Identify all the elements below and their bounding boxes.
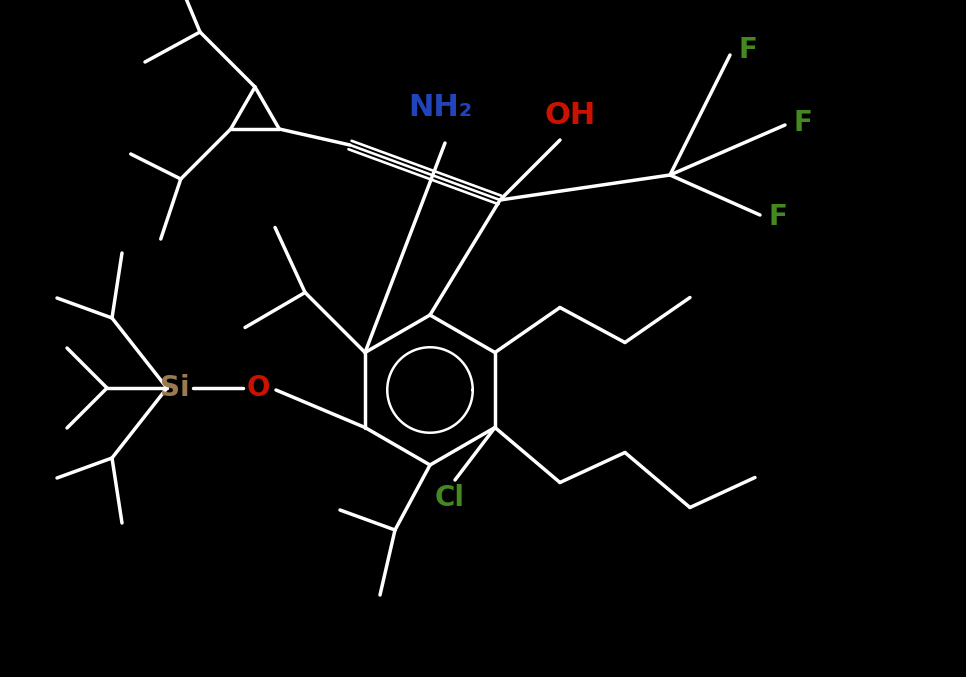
Text: F: F	[769, 203, 787, 231]
Text: F: F	[793, 109, 812, 137]
Text: O: O	[246, 374, 270, 402]
Text: NH₂: NH₂	[408, 93, 472, 123]
Text: F: F	[739, 36, 757, 64]
Text: Cl: Cl	[435, 484, 465, 512]
Text: Si: Si	[160, 374, 189, 402]
Text: OH: OH	[545, 100, 596, 129]
